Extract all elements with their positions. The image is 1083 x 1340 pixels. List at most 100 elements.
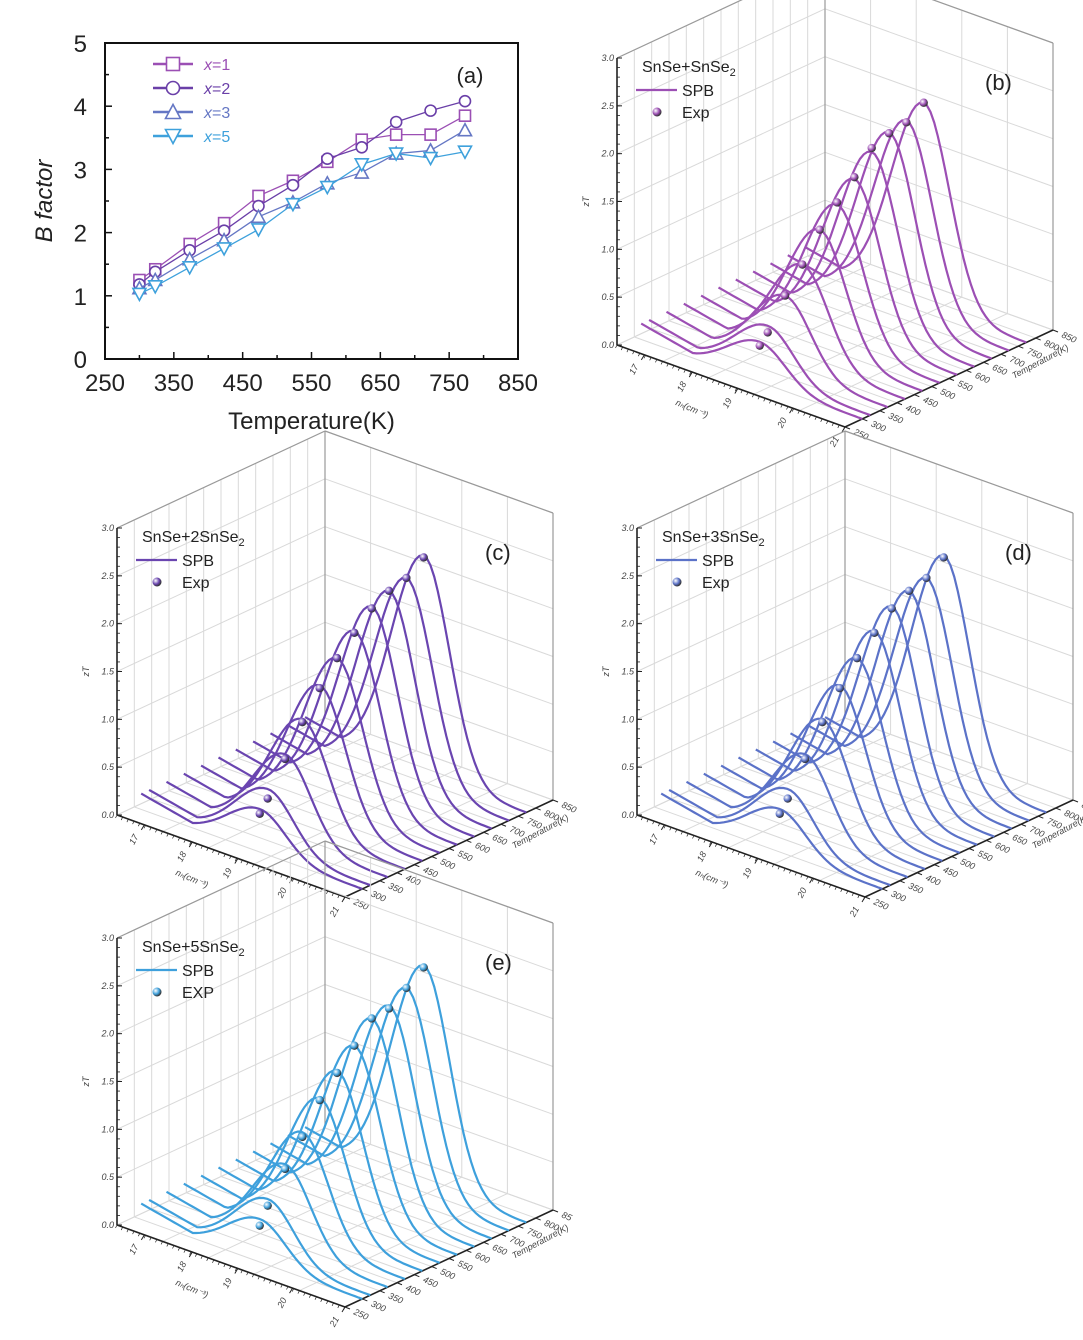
nH-minor-tick — [800, 874, 803, 878]
nH-minor-tick — [143, 825, 146, 829]
circle-marker — [389, 115, 403, 129]
exp-point — [870, 628, 879, 638]
legend-spb-label: SPB — [702, 553, 734, 570]
grid-line — [807, 255, 1036, 339]
temperature-tick — [1035, 337, 1041, 341]
temperature-tick — [500, 1233, 507, 1237]
nH-tick-label: 21 — [827, 435, 841, 449]
nH-minor-tick — [726, 847, 729, 851]
temperature-tick — [983, 361, 989, 365]
z-tick-label: 3.0 — [101, 523, 114, 533]
spb-curve — [807, 576, 1030, 822]
square-marker — [424, 128, 437, 141]
nH-minor-tick — [692, 835, 695, 839]
temperature-tick-label: 400 — [924, 872, 942, 887]
grid-line — [844, 574, 1074, 657]
grid-line — [134, 1216, 363, 1300]
legend: SnSe+SnSe2 SPB Exp (b) — [636, 59, 1012, 122]
nH-minor-tick — [229, 1265, 232, 1270]
nH-minor-tick — [743, 853, 746, 858]
exp-point — [332, 653, 342, 663]
nH-minor-tick — [194, 1253, 198, 1257]
spb-curve — [735, 177, 958, 376]
temperature-tick-label: 600 — [474, 840, 492, 855]
nH-minor-tick — [143, 1235, 146, 1239]
grid-line — [116, 669, 326, 768]
box-edge-top-left — [116, 840, 326, 939]
legend-label: x=3 — [203, 105, 230, 122]
nH-minor-tick — [714, 843, 718, 847]
grid-line — [324, 574, 554, 657]
grid-line — [616, 56, 826, 155]
nH-minor-tick — [675, 829, 678, 833]
nH-minor-tick — [314, 1296, 317, 1300]
z-tick-label: 0.5 — [101, 762, 115, 772]
series-x-3 — [131, 122, 473, 295]
nH-minor-tick — [149, 827, 152, 831]
temperature-tick — [483, 1241, 489, 1245]
square-marker — [165, 56, 181, 72]
z-tick-label: 2.0 — [100, 619, 114, 629]
nH-minor-tick — [763, 398, 766, 402]
spb-curve — [183, 717, 406, 871]
x-axis-label: Temperature(K) — [228, 408, 395, 435]
legend-label: x=1 — [203, 57, 230, 74]
legend-spb-label: SPB — [682, 83, 714, 100]
legend-exp-marker — [652, 107, 662, 117]
nH-minor-tick — [694, 373, 698, 377]
grid-line — [616, 151, 826, 250]
temperature-tick-label: 500 — [439, 856, 457, 871]
exp-point — [402, 983, 411, 993]
z-tick-label: 0.0 — [621, 810, 634, 820]
nH-minor-tick — [120, 816, 124, 821]
spb-curve — [752, 150, 975, 368]
spb-curve — [703, 717, 926, 871]
z-tick-label: 1.0 — [621, 714, 634, 724]
triangle-down-marker — [131, 287, 148, 303]
nH-minor-tick — [652, 820, 655, 825]
grid-line — [636, 526, 846, 625]
exp-point — [852, 653, 862, 663]
spb-curve — [660, 792, 883, 890]
spb-curve — [252, 605, 475, 838]
nH-minor-tick — [620, 346, 624, 351]
temperature-tick — [1018, 345, 1024, 349]
temperature-tick-label: 550 — [976, 848, 994, 863]
panel-tag: (b) — [985, 70, 1012, 95]
temperature-tick-label: 85 — [560, 1210, 574, 1224]
legend-title: SnSe+SnSe2 — [642, 59, 736, 79]
temperature-tick — [966, 369, 972, 373]
z-tick-label: 0.5 — [601, 292, 615, 302]
nH-minor-tick — [769, 400, 772, 404]
temperature-tick — [414, 864, 420, 868]
nH-minor-tick — [720, 845, 723, 849]
temperature-tick-label: 850 — [560, 800, 578, 815]
nH-minor-tick — [783, 868, 786, 872]
grid-line — [290, 1143, 519, 1227]
nH-minor-tick — [263, 1278, 266, 1282]
nH-minor-tick — [712, 379, 715, 384]
temperature-tick — [483, 831, 489, 835]
exp-point — [255, 1221, 264, 1230]
grid-line — [824, 8, 1054, 92]
legend-label: x=5 — [203, 129, 230, 146]
nH-minor-tick — [326, 1300, 329, 1305]
chart-panel-e: 0.0 0.5 1.0 1.5 2.0 2.5 3.0 zT 17 18 19 20 21 nₕ(cm⁻³… — [81, 840, 574, 1329]
nH-minor-tick — [851, 892, 854, 897]
nH-minor-tick — [635, 814, 638, 819]
nH-minor-tick — [689, 371, 692, 375]
z-axis-label: zT — [81, 665, 91, 678]
spb-curves — [640, 101, 1027, 420]
temperature-tick — [916, 872, 923, 876]
nH-minor-tick — [757, 396, 760, 400]
temperature-tick — [518, 1225, 524, 1229]
x-tick-label: 350 — [154, 370, 194, 397]
z-tick-label: 0.0 — [101, 1220, 114, 1230]
nH-tick — [640, 354, 645, 361]
temperature-tick-label: 550 — [456, 848, 474, 863]
nH-minor-tick — [666, 363, 669, 367]
exp-point — [298, 717, 307, 727]
nH-minor-tick — [343, 1306, 346, 1311]
triangle-up-marker — [164, 102, 182, 120]
exp-point — [367, 604, 376, 613]
